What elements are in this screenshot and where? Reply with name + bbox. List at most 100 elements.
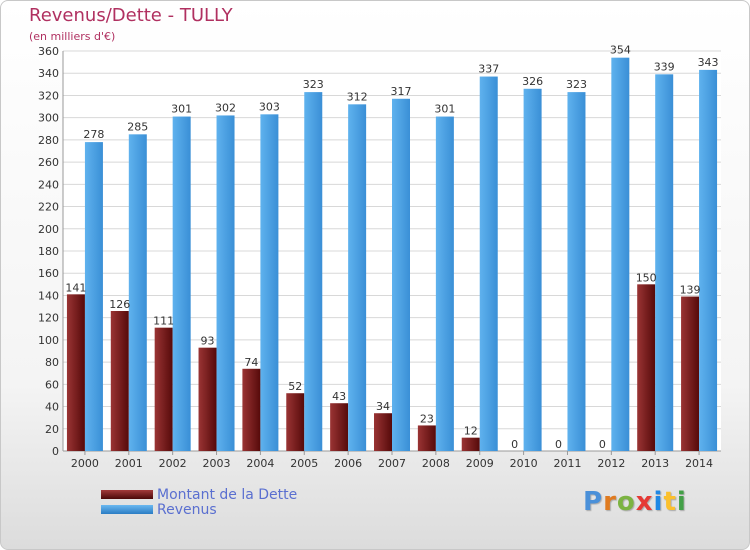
data-label-dette: 74 <box>244 356 258 369</box>
y-tick-label: 0 <box>52 445 59 458</box>
bar-dette <box>417 425 436 451</box>
y-tick-label: 280 <box>38 134 59 147</box>
data-label-revenus: 301 <box>434 103 455 116</box>
bar-dette <box>374 413 392 451</box>
bar-revenus <box>611 57 630 452</box>
bar-revenus <box>523 88 542 452</box>
data-label-dette: 23 <box>420 412 434 425</box>
data-label-revenus: 337 <box>478 63 499 76</box>
x-tick-label: 2009 <box>466 457 494 470</box>
x-tick-label: 2001 <box>115 457 143 470</box>
x-tick-label: 2006 <box>334 457 362 470</box>
x-tick-label: 2004 <box>246 457 274 470</box>
bar-revenus <box>304 92 323 451</box>
x-tick-label: 2014 <box>685 457 713 470</box>
x-tick-label: 2013 <box>641 457 669 470</box>
x-tick-label: 2007 <box>378 457 406 470</box>
bar-revenus <box>567 92 586 451</box>
x-tick-label: 2005 <box>290 457 318 470</box>
data-label-dette: 141 <box>65 281 86 294</box>
data-label-revenus: 354 <box>610 44 631 57</box>
bar-revenus <box>392 98 410 452</box>
y-tick-label: 160 <box>38 267 59 280</box>
bar-revenus <box>260 114 279 451</box>
data-label-dette: 34 <box>376 400 390 413</box>
bar-dette <box>330 403 349 451</box>
data-label-dette: 0 <box>599 438 606 451</box>
data-label-revenus: 323 <box>303 78 324 91</box>
data-label-revenus: 301 <box>171 103 192 116</box>
y-tick-label: 120 <box>38 312 59 325</box>
bar-revenus <box>172 116 191 452</box>
bar-dette <box>461 437 480 451</box>
bar-revenus <box>655 74 674 451</box>
data-label-dette: 0 <box>511 438 518 451</box>
y-tick-label: 320 <box>38 89 59 102</box>
bar-revenus <box>435 116 454 452</box>
data-label-dette: 111 <box>153 315 174 328</box>
x-tick-label: 2002 <box>159 457 187 470</box>
bar-dette <box>286 393 305 451</box>
y-tick-label: 300 <box>38 112 59 125</box>
proxiti-logo: Proxiti <box>583 487 687 517</box>
bar-revenus <box>84 142 103 451</box>
legend-label-revenus: Revenus <box>157 502 217 518</box>
logo-letter: t <box>663 487 677 517</box>
bar-dette <box>154 327 173 451</box>
x-tick-label: 2010 <box>510 457 538 470</box>
logo-letter: i <box>653 487 664 517</box>
data-label-revenus: 317 <box>391 85 412 98</box>
y-tick-label: 40 <box>45 401 59 414</box>
logo-letter: P <box>583 487 604 517</box>
y-tick-label: 360 <box>38 45 59 58</box>
data-label-dette: 0 <box>555 438 562 451</box>
bar-dette <box>198 347 217 451</box>
y-tick-label: 60 <box>45 378 59 391</box>
y-tick-label: 240 <box>38 178 59 191</box>
y-tick-label: 100 <box>38 334 59 347</box>
data-label-dette: 43 <box>332 390 346 403</box>
x-tick-label: 2011 <box>553 457 581 470</box>
chart-title: Revenus/Dette - TULLY <box>29 5 233 26</box>
data-label-dette: 52 <box>288 380 302 393</box>
x-tick-label: 2012 <box>597 457 625 470</box>
y-tick-label: 80 <box>45 356 59 369</box>
bar-dette <box>66 294 85 451</box>
data-label-revenus: 343 <box>698 56 719 69</box>
data-label-dette: 126 <box>109 298 130 311</box>
data-label-revenus: 278 <box>83 128 104 141</box>
data-label-revenus: 312 <box>347 90 368 103</box>
data-label-revenus: 302 <box>215 101 236 114</box>
data-label-dette: 139 <box>680 284 701 297</box>
y-tick-label: 20 <box>45 423 59 436</box>
data-label-dette: 12 <box>464 425 478 438</box>
y-tick-label: 220 <box>38 201 59 214</box>
bar-dette <box>110 311 129 451</box>
bar-revenus <box>216 115 235 451</box>
data-label-revenus: 285 <box>127 120 148 133</box>
bar-dette <box>242 368 261 451</box>
logo-letter: x <box>635 487 654 517</box>
y-tick-label: 260 <box>38 156 59 169</box>
bar-revenus <box>348 104 367 451</box>
bar-dette <box>637 284 656 451</box>
logo-letter: o <box>616 487 636 517</box>
chart-subtitle: (en milliers d'€) <box>29 30 116 43</box>
legend-swatch-revenus <box>101 505 153 514</box>
logo-letter: r <box>603 487 617 517</box>
legend-label-dette: Montant de la Dette <box>157 487 298 503</box>
data-label-dette: 150 <box>636 271 657 284</box>
x-tick-label: 2000 <box>71 457 99 470</box>
data-label-revenus: 323 <box>566 78 587 91</box>
data-label-dette: 93 <box>201 335 215 348</box>
bar-dette <box>681 296 700 451</box>
bar-revenus <box>479 76 498 452</box>
data-label-revenus: 339 <box>654 60 675 73</box>
y-tick-label: 180 <box>38 245 59 258</box>
legend-swatch-dette <box>101 490 153 499</box>
bar-revenus <box>128 134 147 452</box>
logo-letter: i <box>676 487 687 517</box>
y-tick-label: 340 <box>38 67 59 80</box>
